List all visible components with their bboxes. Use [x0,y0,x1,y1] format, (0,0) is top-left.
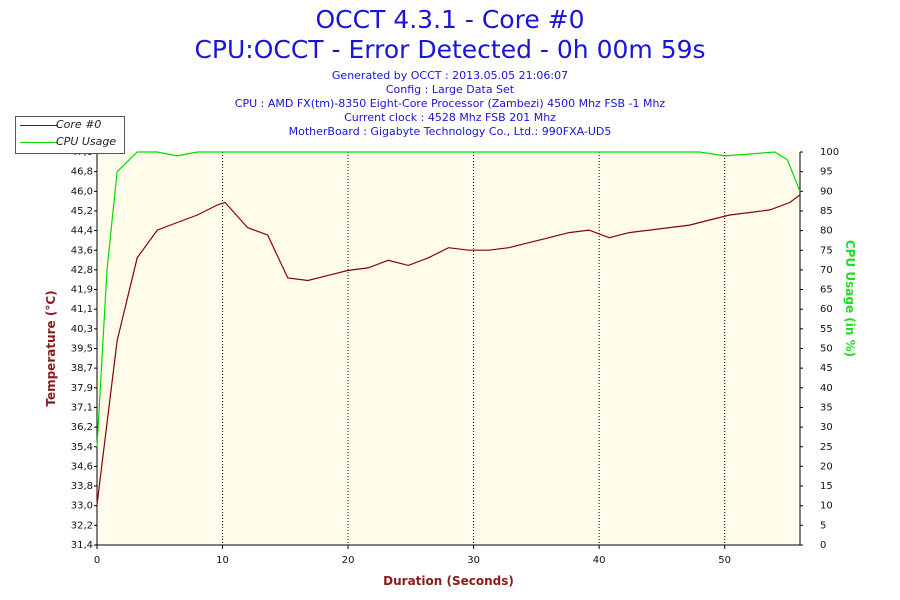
chart-legend: Core #0 CPU Usage [15,116,125,154]
y-left-tick-label: 34,6 [71,461,93,472]
x-tick-label: 50 [718,555,731,566]
info-config: Config : Large Data Set [385,83,515,96]
y-right-tick-label: 60 [820,304,833,315]
plot-area [97,152,800,545]
y-right-tick-label: 40 [820,383,833,394]
series-line-cpu-usage [96,151,801,447]
info-motherboard: MotherBoard : Gigabyte Technology Co., L… [288,125,612,138]
info-cpu: CPU : AMD FX(tm)-8350 Eight-Core Process… [234,97,666,110]
y-right-tick-label: 80 [820,226,833,237]
y-left-tick-label: 41,1 [71,304,93,315]
y-left-tick-label: 41,9 [71,285,93,296]
y-right-tick-label: 35 [820,402,833,413]
y-left-tick-label: 36,2 [71,422,93,433]
y-left-tick-label: 46,8 [71,167,93,178]
y-right-tick-label: 65 [820,285,833,296]
y-right-tick-label: 50 [820,344,833,355]
y-left-tick-label: 31,4 [71,540,93,551]
legend-swatch-core0 [20,125,58,126]
y-right-tick-label: 10 [820,501,833,512]
y-left-tick-label: 33,0 [71,501,93,512]
y-right-tick-label: 20 [820,461,833,472]
y-right-tick-label: 85 [820,206,833,217]
y-right-tick-label: 100 [820,147,839,158]
y-left-tick-label: 43,6 [71,245,93,256]
legend-label-cpu-usage: CPU Usage [56,135,117,148]
y-right-axis-title: CPU Usage (in %) [843,240,857,357]
y-right-tick-label: 70 [820,265,833,276]
info-generated: Generated by OCCT : 2013.05.05 21:06:07 [331,69,569,82]
x-axis-title: Duration (Seconds) [383,574,514,588]
y-right-tick-label: 30 [820,422,833,433]
chart-title-line2: CPU:OCCT - Error Detected - 0h 00m 59s [194,35,706,64]
y-right-tick-label: 45 [820,363,833,374]
y-left-tick-label: 40,3 [71,324,93,335]
x-tick-label: 30 [467,555,480,566]
y-right-tick-label: 75 [820,245,833,256]
legend-item-cpu-usage: CPU Usage [16,134,124,150]
y-left-tick-label: 38,7 [71,363,93,374]
legend-swatch-cpu-usage [20,142,58,143]
y-left-tick-label: 46,0 [71,186,93,197]
y-right-tick-label: 55 [820,324,833,335]
y-left-tick-label: 32,2 [71,520,93,531]
y-left-tick-label: 35,4 [71,442,93,453]
y-right-tick-label: 15 [820,481,833,492]
y-right-tick-label: 5 [820,520,826,531]
chart-title-line1: OCCT 4.3.1 - Core #0 [315,5,585,34]
x-tick-label: 10 [216,555,229,566]
x-tick-label: 40 [593,555,606,566]
x-tick-label: 20 [342,555,355,566]
y-right-tick-label: 0 [820,540,826,551]
y-left-axis-title: Temperature (°C) [44,290,58,406]
y-right-tick-label: 90 [820,186,833,197]
y-left-tick-label: 45,2 [71,206,93,217]
y-left-tick-label: 39,5 [71,344,93,355]
y-left-tick-label: 42,8 [71,265,93,276]
y-left-tick-label: 37,1 [71,402,93,413]
legend-label-core0: Core #0 [56,118,102,131]
y-right-tick-label: 95 [820,167,833,178]
legend-item-core0: Core #0 [16,117,124,133]
series-line-core0 [96,194,801,505]
info-clock: Current clock : 4528 Mhz FSB 201 Mhz [344,111,556,124]
y-right-tick-label: 25 [820,442,833,453]
x-tick-label: 0 [94,555,100,566]
y-left-tick-label: 44,4 [71,226,93,237]
y-left-tick-label: 37,9 [71,383,93,394]
y-left-tick-label: 33,8 [71,481,93,492]
